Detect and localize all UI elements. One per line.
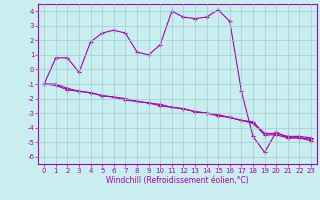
X-axis label: Windchill (Refroidissement éolien,°C): Windchill (Refroidissement éolien,°C)	[106, 176, 249, 185]
